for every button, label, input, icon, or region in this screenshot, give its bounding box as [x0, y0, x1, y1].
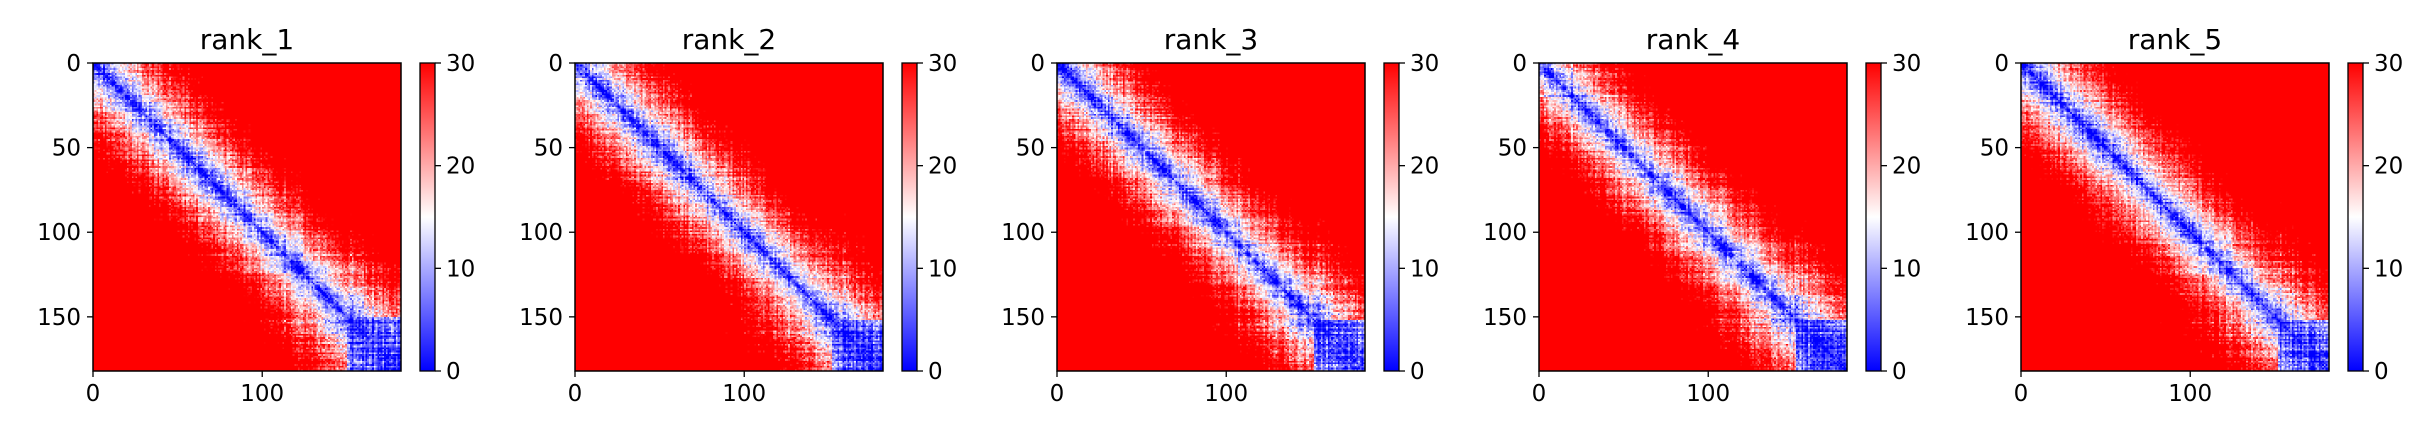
- y-tick-label: 100: [1483, 220, 1527, 246]
- panel-title: rank_5: [2128, 23, 2222, 56]
- x-tick-label: 0: [1050, 381, 1065, 407]
- heatmap-image: [575, 63, 883, 371]
- y-tick-label: 0: [548, 51, 563, 77]
- colorbar-tick-label: 10: [1892, 256, 1921, 282]
- heatmap-image: [1539, 63, 1847, 371]
- y-tick-label: 50: [52, 136, 81, 162]
- colorbar-tick-label: 10: [446, 256, 475, 282]
- y-tick-label: 50: [534, 136, 563, 162]
- y-tick-label: 100: [37, 220, 81, 246]
- panel-title: rank_2: [682, 23, 776, 56]
- heatmap-frame: [2020, 62, 2330, 372]
- y-tick-label: 0: [1030, 51, 1045, 77]
- colorbar-tick-label: 0: [1410, 359, 1425, 385]
- colorbar-tick-label: 0: [2374, 359, 2389, 385]
- panel-title: rank_1: [200, 23, 294, 56]
- y-tick-label: 0: [1512, 51, 1527, 77]
- y-tick-label: 0: [1994, 51, 2009, 77]
- colorbar-tick-label: 10: [928, 256, 957, 282]
- colorbar-tick-label: 30: [446, 51, 475, 77]
- heatmap-frame: [1056, 62, 1366, 372]
- heatmap-image: [2021, 63, 2329, 371]
- x-tick-label: 100: [240, 381, 284, 407]
- x-tick-label: 100: [2168, 381, 2212, 407]
- colorbar-tick-label: 10: [1410, 256, 1439, 282]
- y-tick-label: 50: [1980, 136, 2009, 162]
- colorbar-tick-label: 20: [1410, 154, 1439, 180]
- y-tick-label: 150: [1965, 305, 2009, 331]
- y-tick-label: 0: [66, 51, 81, 77]
- colorbar: [1865, 62, 1882, 372]
- colorbar-tick-label: 10: [2374, 256, 2403, 282]
- heatmap-frame: [92, 62, 402, 372]
- colorbar: [2347, 62, 2364, 372]
- heatmap-panel-5: rank_5 0 50 100 150 0 100 0 10 20 30: [1965, 23, 2403, 407]
- colorbar-tick-label: 30: [928, 51, 957, 77]
- colorbar-tick-label: 20: [2374, 154, 2403, 180]
- x-tick-label: 100: [722, 381, 766, 407]
- colorbar: [419, 62, 436, 372]
- heatmap-frame: [1538, 62, 1848, 372]
- colorbar: [1383, 62, 1400, 372]
- y-tick-label: 150: [37, 305, 81, 331]
- y-tick-label: 50: [1016, 136, 1045, 162]
- colorbar-tick-label: 0: [928, 359, 943, 385]
- colorbar-tick-label: 20: [446, 154, 475, 180]
- y-tick-label: 50: [1498, 136, 1527, 162]
- y-tick-label: 100: [519, 220, 563, 246]
- y-tick-label: 150: [519, 305, 563, 331]
- heatmap-panel-2: rank_2 0 50 100 150 0 100 0 10 20 30: [519, 23, 957, 407]
- y-tick-label: 100: [1965, 220, 2009, 246]
- x-tick-label: 0: [2014, 381, 2029, 407]
- colorbar-tick-label: 30: [1410, 51, 1439, 77]
- x-tick-label: 100: [1204, 381, 1248, 407]
- panel-title: rank_3: [1164, 23, 1258, 56]
- x-tick-label: 0: [86, 381, 101, 407]
- heatmap-image: [93, 63, 401, 371]
- y-tick-label: 150: [1483, 305, 1527, 331]
- y-tick-label: 100: [1001, 220, 1045, 246]
- panel-title: rank_4: [1646, 23, 1740, 56]
- colorbar-tick-label: 30: [2374, 51, 2403, 77]
- heatmap-image: [1057, 63, 1365, 371]
- heatmap-panel-3: rank_3 0 50 100 150 0 100 0 10 20 30: [1001, 23, 1439, 407]
- y-tick-label: 150: [1001, 305, 1045, 331]
- heatmap-panel-4: rank_4 0 50 100 150 0 100 0 10 20 30: [1483, 23, 1921, 407]
- colorbar: [901, 62, 918, 372]
- x-tick-label: 0: [568, 381, 583, 407]
- colorbar-tick-label: 0: [446, 359, 461, 385]
- x-tick-label: 0: [1532, 381, 1547, 407]
- colorbar-tick-label: 0: [1892, 359, 1907, 385]
- x-tick-label: 100: [1686, 381, 1730, 407]
- colorbar-tick-label: 30: [1892, 51, 1921, 77]
- colorbar-tick-label: 20: [1892, 154, 1921, 180]
- heatmap-frame: [574, 62, 884, 372]
- heatmap-panel-1: rank_1 0 50 100 150 0 100 0 10 20 30: [37, 23, 475, 407]
- colorbar-tick-label: 20: [928, 154, 957, 180]
